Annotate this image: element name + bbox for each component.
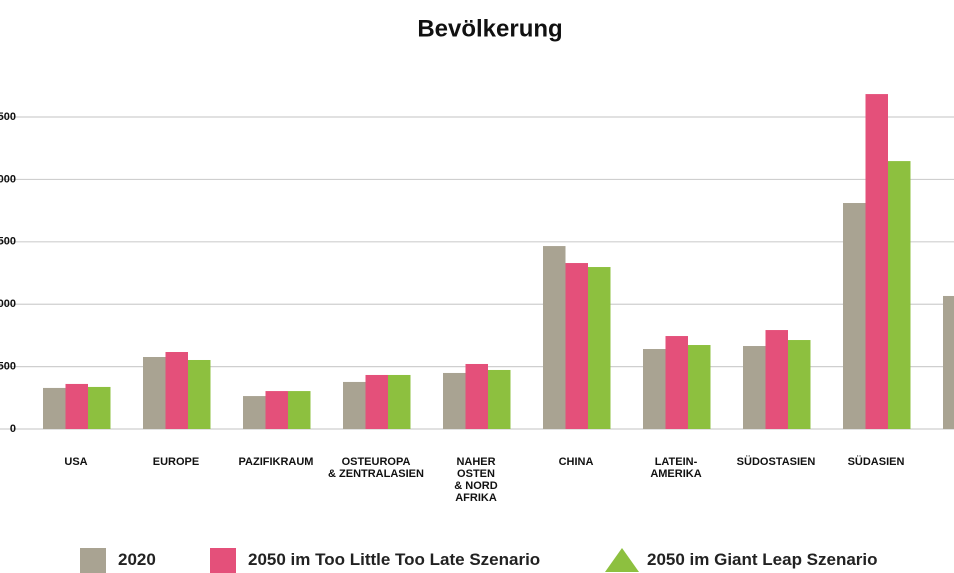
- bar: [765, 330, 788, 429]
- y-tick-label: 1000: [0, 298, 16, 310]
- legend-label: 2050 im Giant Leap Szenario: [647, 550, 878, 569]
- bar: [288, 391, 311, 429]
- y-tick-label: 2500: [0, 111, 16, 123]
- x-tick-label: SÜDASIEN: [847, 456, 905, 468]
- bar: [365, 374, 388, 429]
- x-tick-label: NAHER OSTEN & NORD AFRIKA: [454, 456, 498, 504]
- x-tick-label: SAH: [916, 456, 954, 468]
- x-tick-label: CHINA: [558, 456, 594, 468]
- bar: [688, 345, 711, 429]
- bar: [588, 267, 611, 429]
- bar: [465, 363, 488, 429]
- legend-marker: [605, 548, 639, 572]
- y-tick-label: 2000: [0, 173, 16, 185]
- bar: [743, 346, 766, 429]
- bar: [165, 352, 188, 429]
- chart-title: Bevölkerung: [417, 15, 562, 42]
- y-tick-label: 500: [0, 361, 16, 373]
- x-tick-label: EUROPE: [152, 456, 200, 468]
- bar: [265, 391, 288, 429]
- bar: [188, 359, 211, 429]
- bar: [565, 263, 588, 429]
- bar: [143, 356, 166, 429]
- bar: [888, 161, 911, 429]
- bar: [343, 381, 366, 429]
- legend-marker: [80, 548, 106, 573]
- bar: [543, 246, 566, 429]
- bar: [65, 383, 88, 429]
- bar: [788, 340, 811, 429]
- bar: [43, 387, 66, 429]
- bar: [488, 369, 511, 429]
- x-tick-label: LATEIN- AMERIKA: [650, 456, 702, 480]
- bar: [665, 336, 688, 429]
- bar: [643, 349, 666, 429]
- y-tick-label: 0: [10, 423, 16, 435]
- bar: [843, 203, 866, 429]
- legend-marker: [210, 548, 236, 573]
- bar: [443, 372, 466, 429]
- x-tick-label: PAZIFIKRAUM: [238, 456, 314, 468]
- bar: [388, 374, 411, 429]
- legend-label: 2050 im Too Little Too Late Szenario: [248, 550, 541, 569]
- legend-label: 2020: [118, 550, 156, 569]
- y-tick-label: 1500: [0, 236, 16, 248]
- bar: [243, 396, 266, 429]
- x-tick-label: USA: [64, 456, 88, 468]
- bar: [88, 386, 111, 429]
- x-tick-label: SÜDOSTASIEN: [736, 456, 816, 468]
- bar: [865, 94, 888, 430]
- bar: [943, 295, 954, 429]
- x-tick-label: OSTEUROPA & ZENTRALASIEN: [328, 456, 424, 480]
